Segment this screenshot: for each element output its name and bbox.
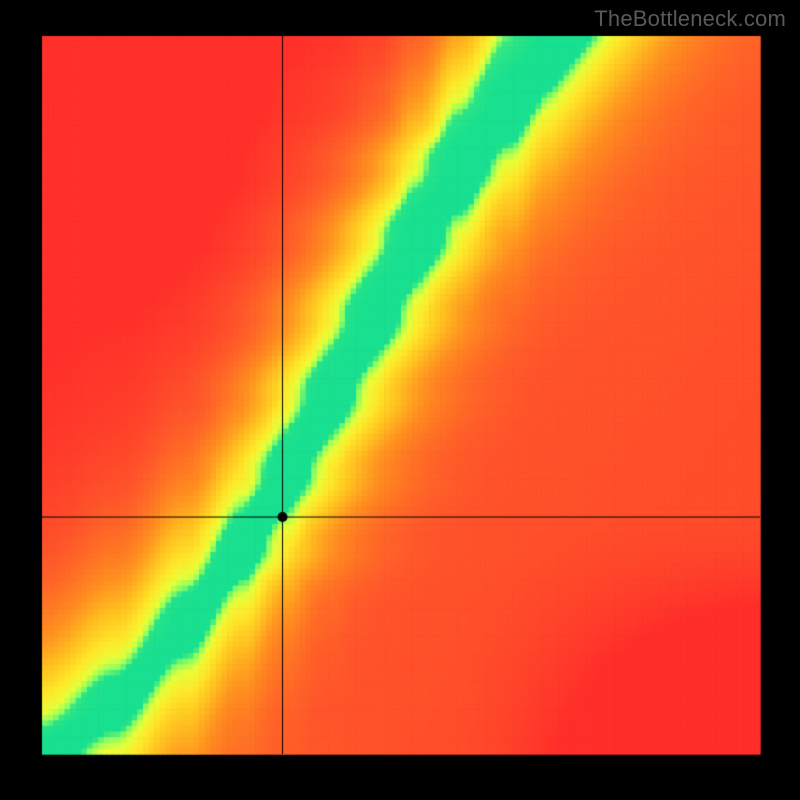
figure-container: TheBottleneck.com — [0, 0, 800, 800]
bottleneck-heatmap — [0, 0, 800, 800]
watermark-text: TheBottleneck.com — [594, 6, 786, 32]
